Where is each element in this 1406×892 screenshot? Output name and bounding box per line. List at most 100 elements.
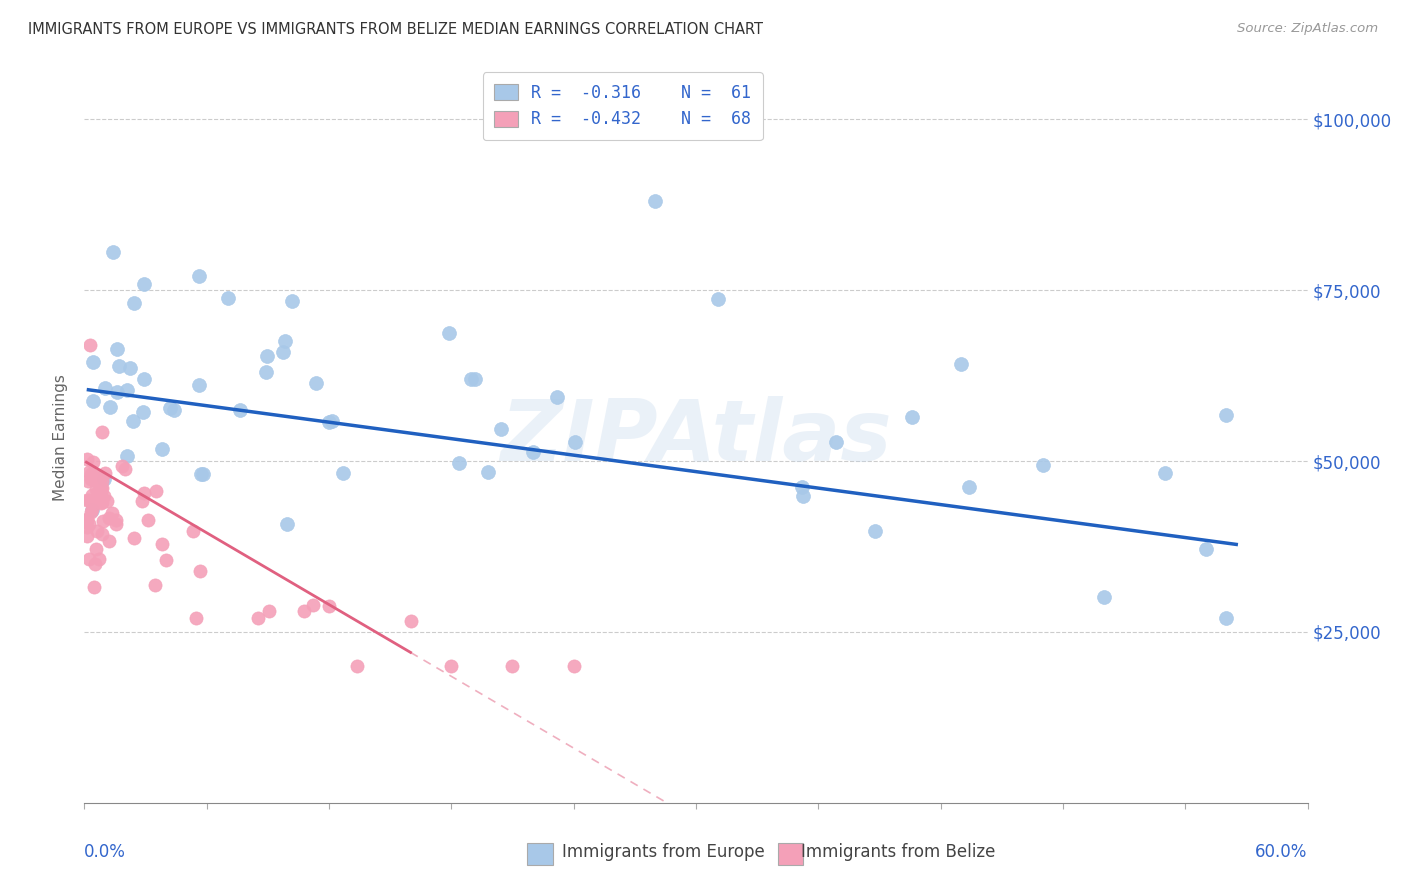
Point [105, 513, 128, 527]
Point [131, 405, 153, 419]
Point [91, 425, 114, 439]
Point [115, 384, 138, 398]
Point [321, 414, 343, 428]
Text: 0.0%: 0.0% [84, 843, 127, 861]
Point [90, 470, 112, 484]
Point [145, 483, 167, 498]
Point [80, 505, 103, 519]
Point [98, 533, 121, 548]
Point [332, 466, 354, 480]
Point [86, 469, 108, 483]
Point [86, 542, 108, 557]
Point [80, 467, 103, 481]
Text: IMMIGRANTS FROM EUROPE VS IMMIGRANTS FROM BELIZE MEDIAN EARNINGS CORRELATION CHA: IMMIGRANTS FROM EUROPE VS IMMIGRANTS FRO… [28, 22, 763, 37]
Point [86, 493, 108, 508]
Point [77, 552, 100, 566]
Point [522, 445, 544, 459]
Point [104, 516, 127, 531]
Point [1032, 458, 1054, 472]
Point [437, 326, 460, 340]
Point [114, 461, 136, 475]
Point [108, 359, 131, 373]
Point [87, 483, 110, 497]
Point [79, 493, 101, 508]
Point [76, 452, 98, 467]
Point [460, 371, 482, 385]
Point [1092, 591, 1115, 605]
Point [863, 524, 886, 538]
Point [399, 614, 422, 628]
Point [502, 659, 524, 673]
Point [217, 291, 239, 305]
Point [257, 604, 280, 618]
Point [155, 553, 177, 567]
Text: Immigrants from Europe: Immigrants from Europe [562, 843, 765, 861]
Point [98, 511, 121, 525]
Point [131, 494, 153, 508]
Point [90, 484, 112, 499]
Point [93, 489, 115, 503]
Point [132, 485, 155, 500]
Point [91, 481, 114, 495]
Point [706, 292, 728, 306]
Point [103, 244, 125, 259]
Point [118, 361, 141, 376]
Point [292, 604, 315, 618]
Point [188, 378, 211, 392]
Point [76, 492, 98, 507]
Text: Source: ZipAtlas.com: Source: ZipAtlas.com [1237, 22, 1378, 36]
Point [115, 449, 138, 463]
Point [82, 503, 104, 517]
Point [100, 506, 122, 520]
Point [318, 415, 340, 429]
Point [76, 474, 98, 488]
Point [134, 372, 156, 386]
Point [477, 466, 499, 480]
Point [82, 455, 104, 469]
Point [305, 376, 328, 391]
Text: Immigrants from Belize: Immigrants from Belize [801, 843, 995, 861]
Point [181, 524, 204, 539]
Point [957, 480, 980, 494]
Point [150, 537, 173, 551]
Point [76, 529, 98, 543]
Point [318, 599, 340, 614]
Point [91, 526, 114, 541]
Point [186, 611, 208, 625]
Point [111, 458, 134, 473]
Point [93, 467, 115, 481]
Point [546, 390, 568, 404]
Point [464, 371, 486, 385]
Legend: R =  -0.316    N =  61, R =  -0.432    N =  68: R = -0.316 N = 61, R = -0.432 N = 68 [482, 72, 762, 140]
Point [76, 513, 98, 527]
Point [86, 524, 108, 539]
Point [564, 434, 586, 449]
Point [1215, 409, 1237, 423]
Point [122, 531, 145, 545]
Point [1154, 466, 1177, 480]
Point [80, 501, 103, 516]
Point [449, 456, 471, 470]
Point [301, 598, 323, 612]
Point [271, 345, 294, 359]
Point [276, 517, 298, 532]
Point [143, 577, 166, 591]
Point [188, 269, 211, 284]
Point [273, 334, 295, 349]
Point [440, 659, 463, 673]
Point [132, 277, 155, 291]
Point [84, 491, 107, 506]
Point [124, 296, 146, 310]
Point [84, 482, 107, 496]
Point [90, 496, 112, 510]
Point [90, 495, 112, 509]
Point [1195, 542, 1218, 557]
Point [229, 403, 252, 417]
Point [246, 611, 269, 625]
Point [346, 659, 368, 673]
Point [80, 472, 103, 486]
Point [256, 349, 278, 363]
Point [96, 493, 118, 508]
Point [79, 338, 101, 352]
Point [83, 558, 105, 572]
